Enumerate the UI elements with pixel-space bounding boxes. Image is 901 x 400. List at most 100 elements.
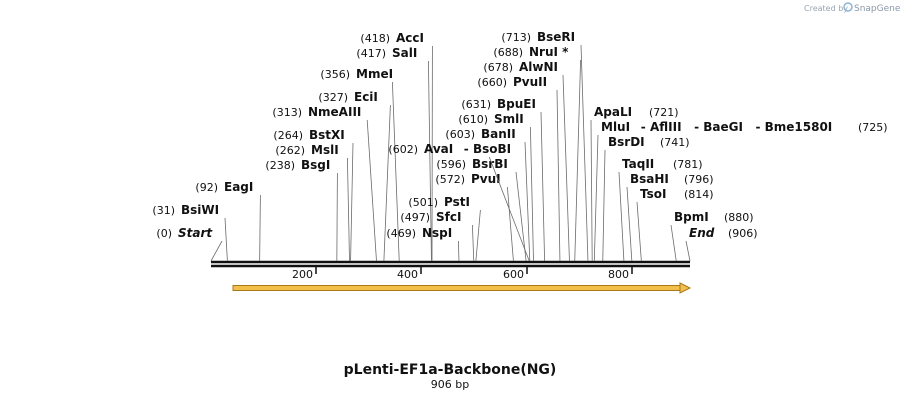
site-name[interactable]: NruI * bbox=[529, 45, 569, 59]
site-bsrbi[interactable]: (596) BsrBI bbox=[436, 157, 527, 262]
site-smli[interactable]: (610) SmlI bbox=[458, 112, 534, 262]
site-bpmi[interactable]: (880) BpmI bbox=[670, 210, 754, 262]
site-bseri[interactable]: (713) BseRI bbox=[501, 30, 589, 262]
snapgene-logo-icon bbox=[843, 2, 853, 12]
site-pvuii[interactable]: (660) PvuII bbox=[477, 75, 561, 262]
site-name[interactable]: BseRI bbox=[537, 30, 575, 44]
site-eagi[interactable]: (92) EagI bbox=[195, 180, 261, 262]
site-leader-line bbox=[210, 240, 223, 262]
site-position: (906) bbox=[728, 227, 758, 240]
site-mmei[interactable]: (356) MmeI bbox=[320, 67, 400, 262]
site-mlui[interactable]: (725) MluI - AflIII - BaeGI - Bme1580I bbox=[593, 120, 888, 262]
snapgene-credit: Created by SnapGene bbox=[804, 2, 901, 14]
site-name[interactable]: TaqII bbox=[622, 157, 654, 171]
site-position: (610) bbox=[458, 113, 488, 126]
site-leader-line bbox=[336, 172, 338, 262]
site-tsoi[interactable]: (814) TsoI bbox=[636, 187, 714, 262]
site-position: (264) bbox=[273, 129, 303, 142]
site-position: (31) bbox=[152, 204, 175, 217]
site-ecii[interactable]: (327) EciI bbox=[318, 90, 391, 262]
site-name[interactable]: Start bbox=[178, 226, 213, 240]
site-nrui[interactable]: (688) NruI * bbox=[493, 45, 581, 262]
site-name[interactable]: BstXI bbox=[309, 128, 345, 142]
site-position: (725) bbox=[858, 121, 888, 134]
site-leader-line bbox=[626, 186, 633, 262]
site-position: (469) bbox=[386, 227, 416, 240]
site-name[interactable]: BsaHI bbox=[630, 172, 669, 186]
site-banii[interactable]: (603) BanII bbox=[445, 127, 531, 262]
site-leader-line bbox=[475, 209, 481, 262]
site-name[interactable]: BsiWI bbox=[181, 203, 219, 217]
site-avai[interactable]: (602) AvaI - BsoBI bbox=[388, 142, 530, 262]
site-apali[interactable]: (721) ApaLI bbox=[590, 105, 679, 262]
site-name[interactable]: SmlI bbox=[494, 112, 524, 126]
site-leader-line bbox=[458, 240, 460, 262]
site-leader-line bbox=[366, 119, 377, 262]
site-name[interactable]: SfcI bbox=[436, 210, 461, 224]
site-nmeaiii[interactable]: (313) NmeAIII bbox=[272, 105, 377, 262]
site-position: (0) bbox=[156, 227, 172, 240]
site-bstxi[interactable]: (264) BstXI bbox=[273, 128, 354, 262]
site-leader-line bbox=[618, 171, 625, 262]
site-name[interactable]: PstI bbox=[444, 195, 470, 209]
site-name[interactable]: MslI bbox=[311, 143, 339, 157]
site-start[interactable]: (0) Start bbox=[156, 226, 223, 262]
feature-bar[interactable] bbox=[232, 285, 682, 291]
site-bpuei[interactable]: (631) BpuEI bbox=[461, 97, 546, 262]
site-position: (501) bbox=[408, 196, 438, 209]
site-name[interactable]: MluI bbox=[601, 120, 630, 134]
site-name[interactable]: BpmI bbox=[674, 210, 709, 224]
site-end[interactable]: (906) End bbox=[685, 226, 758, 262]
site-bsiwi[interactable]: (31) BsiWI bbox=[152, 203, 228, 262]
site-bsahi[interactable]: (796) BsaHI bbox=[626, 172, 714, 262]
site-nspi[interactable]: (469) NspI bbox=[386, 226, 460, 262]
site-alwni[interactable]: (678) AlwNI bbox=[483, 60, 570, 262]
site-position: (313) bbox=[272, 106, 302, 119]
ruler-label-200: 200 bbox=[292, 268, 313, 281]
site-sfci[interactable]: (497) SfcI bbox=[400, 210, 475, 262]
site-name[interactable]: BsrBI bbox=[472, 157, 508, 171]
site-name[interactable]: BsgI bbox=[301, 158, 330, 172]
site-name[interactable]: EciI bbox=[354, 90, 378, 104]
site-name[interactable]: End bbox=[689, 226, 715, 240]
site-extra-names[interactable]: - AflIII - BaeGI - Bme1580I bbox=[641, 120, 832, 134]
site-pvui[interactable]: (572) PvuI bbox=[435, 172, 514, 262]
site-name[interactable]: PvuI bbox=[471, 172, 501, 186]
site-leader-line bbox=[524, 141, 531, 262]
site-name[interactable]: NspI bbox=[422, 226, 452, 240]
site-position: (602) bbox=[388, 143, 418, 156]
site-sali[interactable]: (417) SalI bbox=[356, 46, 432, 262]
site-name[interactable]: TsoI bbox=[640, 187, 666, 201]
site-position: (713) bbox=[501, 31, 531, 44]
site-bsrdi[interactable]: (741) BsrDI bbox=[602, 135, 690, 262]
site-bsgi[interactable]: (238) BsgI bbox=[265, 158, 338, 262]
site-name[interactable]: AccI bbox=[396, 31, 424, 45]
site-taqii[interactable]: (781) TaqII bbox=[618, 157, 703, 262]
site-name[interactable]: EagI bbox=[224, 180, 253, 194]
site-name[interactable]: AlwNI bbox=[519, 60, 558, 74]
site-psti[interactable]: (501) PstI bbox=[408, 195, 481, 262]
site-leader-line bbox=[685, 240, 691, 262]
site-extra-names[interactable]: - BsoBI bbox=[464, 142, 511, 156]
site-name[interactable]: BpuEI bbox=[497, 97, 536, 111]
site-msli[interactable]: (262) MslI bbox=[275, 143, 350, 262]
site-name[interactable]: MmeI bbox=[356, 67, 393, 81]
site-leader-line bbox=[515, 171, 527, 262]
site-name[interactable]: AvaI bbox=[424, 142, 453, 156]
site-name[interactable]: BsrDI bbox=[608, 135, 645, 149]
feature-arrow[interactable] bbox=[232, 282, 692, 294]
site-name[interactable]: ApaLI bbox=[594, 105, 632, 119]
site-name[interactable]: BanII bbox=[481, 127, 516, 141]
map-title: pLenti-EF1a-Backbone(NG) bbox=[344, 362, 557, 378]
site-leader-line bbox=[540, 111, 546, 262]
site-name[interactable]: PvuII bbox=[513, 75, 547, 89]
site-name[interactable]: SalI bbox=[392, 46, 417, 60]
ruler: 200 400 600 800 bbox=[292, 266, 633, 281]
site-leader-line bbox=[670, 224, 677, 262]
site-acci[interactable]: (418) AccI bbox=[360, 31, 433, 262]
site-position: (721) bbox=[649, 106, 679, 119]
site-position: (688) bbox=[493, 46, 523, 59]
site-position: (781) bbox=[673, 158, 703, 171]
site-name[interactable]: NmeAIII bbox=[308, 105, 361, 119]
site-leader-line bbox=[593, 134, 599, 262]
